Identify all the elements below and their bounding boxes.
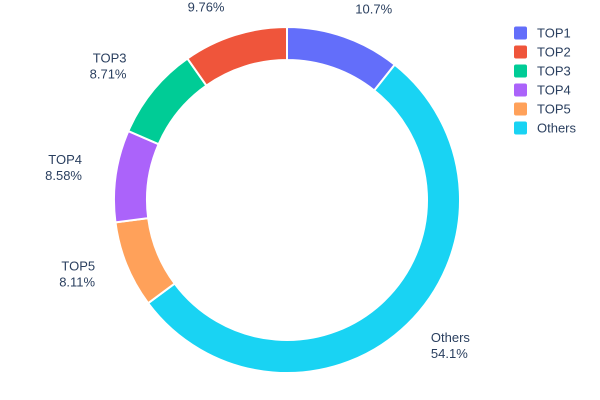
legend-item-others[interactable]: Others [514, 121, 577, 136]
slice-label-top1: TOP110.7% [355, 0, 392, 17]
legend-item-top5[interactable]: TOP5 [514, 102, 571, 117]
slice-label-name: TOP4 [48, 152, 82, 167]
legend-swatch-icon [514, 64, 527, 78]
slice-label-top2: TOP29.76% [188, 0, 225, 15]
slice-label-name: Others [431, 330, 471, 345]
legend-swatch-icon [514, 121, 527, 135]
legend-item-top3[interactable]: TOP3 [514, 64, 571, 79]
legend-label: TOP3 [537, 64, 571, 79]
slice-label-name: TOP1 [355, 0, 389, 1]
slice-label-name: TOP3 [93, 50, 127, 65]
slice-label-percent: 8.11% [59, 275, 95, 290]
legend-item-top1[interactable]: TOP1 [514, 26, 571, 41]
legend-label: TOP2 [537, 45, 571, 60]
legend-label: TOP1 [537, 26, 571, 41]
legend-swatch-icon [514, 102, 527, 116]
legend-swatch-icon [514, 83, 527, 97]
slice-label-percent: 10.7% [355, 2, 392, 17]
slice-label-percent: 8.58% [45, 168, 82, 183]
legend[interactable]: TOP1 TOP2 TOP3 TOP4 TOP5 Others [514, 26, 577, 136]
legend-label: TOP5 [537, 102, 571, 117]
pie-slices [113, 26, 461, 374]
pie-slice-top2[interactable] [186, 26, 288, 87]
legend-swatch-icon [514, 45, 527, 59]
legend-label: Others [537, 121, 577, 136]
legend-label: TOP4 [537, 83, 571, 98]
legend-swatch-icon [514, 26, 527, 40]
legend-item-top2[interactable]: TOP2 [514, 45, 571, 60]
slice-label-percent: 54.1% [431, 346, 468, 361]
slice-label-name: TOP5 [61, 259, 95, 274]
pie-slice-others[interactable] [147, 63, 461, 374]
slice-label-percent: 9.76% [188, 0, 225, 15]
slice-label-percent: 8.71% [90, 66, 127, 81]
legend-item-top4[interactable]: TOP4 [514, 83, 571, 98]
